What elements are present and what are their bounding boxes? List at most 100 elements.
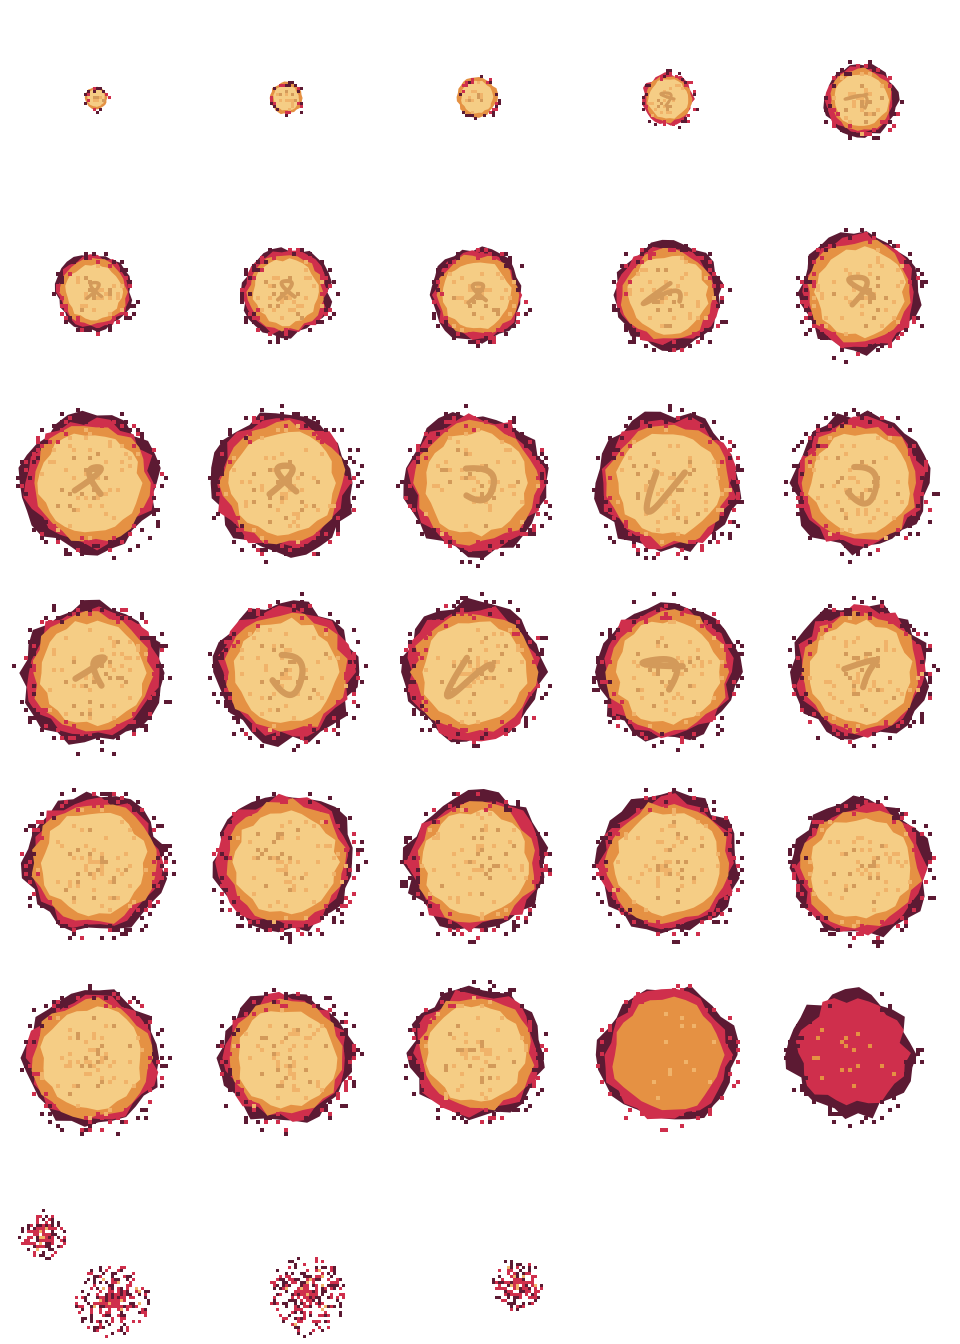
edge-pixel (232, 900, 236, 904)
explosion-frame-9 (612, 239, 732, 352)
edge-pixel (516, 916, 520, 920)
edge-pixel (924, 852, 928, 856)
edge-pixel (28, 1024, 32, 1028)
edge-pixel (220, 500, 224, 504)
edge-pixel (136, 428, 140, 432)
edge-pixel (52, 608, 56, 612)
edge-pixel (504, 800, 508, 804)
edge-pixel (24, 828, 28, 832)
inner-pixel (896, 852, 900, 856)
inner-pixel (436, 836, 440, 840)
edge-pixel (664, 416, 668, 420)
inner-pixel (516, 480, 520, 484)
inner-pixel (272, 724, 276, 728)
edge-pixel (124, 932, 128, 936)
inner-pixel (68, 852, 72, 856)
inner-pixel (520, 648, 524, 652)
debris-pixel (330, 1275, 333, 1278)
edge-pixel (488, 604, 492, 608)
inner-pixel (696, 620, 700, 624)
debris-pixel (288, 1275, 291, 1278)
edge-pixel (704, 808, 708, 812)
debris-pixel (90, 1269, 93, 1272)
ember-pixel (856, 1032, 860, 1036)
edge-pixel (136, 908, 140, 912)
edge-pixel (44, 540, 48, 544)
edge-pixel (476, 248, 480, 252)
edge-pixel (448, 920, 452, 924)
edge-pixel (532, 452, 536, 456)
edge-pixel (348, 816, 352, 820)
edge-pixel (288, 248, 292, 252)
inner-pixel (100, 1080, 104, 1084)
debris-pixel (96, 1302, 99, 1305)
edge-pixel (804, 432, 808, 436)
edge-pixel (476, 256, 480, 260)
edge-pixel (792, 676, 796, 680)
edge-pixel (832, 108, 836, 112)
edge-pixel (140, 528, 144, 532)
inner-pixel (668, 620, 672, 624)
inner-pixel (104, 492, 108, 496)
debris-pixel (105, 1305, 108, 1308)
inner-pixel (84, 468, 88, 472)
edge-pixel (28, 488, 32, 492)
edge-pixel (660, 244, 664, 248)
edge-pixel (908, 716, 912, 720)
inner-pixel (468, 876, 472, 880)
inner-pixel (120, 460, 124, 464)
debris-pixel (336, 1299, 339, 1302)
edge-pixel (280, 548, 284, 552)
inner-pixel (480, 892, 484, 896)
edge-pixel (32, 832, 36, 836)
edge-pixel (612, 516, 616, 520)
debris-pixel (339, 1302, 342, 1305)
inner-pixel (476, 296, 480, 300)
edge-pixel (608, 436, 612, 440)
inner-pixel (108, 636, 112, 640)
inner-pixel (900, 280, 904, 284)
inner-pixel (656, 640, 660, 644)
edge-pixel (136, 1000, 140, 1004)
edge-pixel (740, 880, 744, 884)
debris-pixel (39, 1242, 42, 1245)
inner-pixel (304, 1036, 308, 1040)
inner-pixel (468, 284, 472, 288)
edge-pixel (632, 264, 636, 268)
inner-pixel (651, 114, 654, 117)
inner-pixel (240, 672, 244, 676)
inner-pixel (96, 452, 100, 456)
edge-pixel (400, 480, 404, 484)
debris-pixel (111, 1281, 114, 1284)
edge-pixel (228, 636, 232, 640)
inner-pixel (316, 480, 320, 484)
edge-pixel (148, 536, 152, 540)
inner-pixel (477, 96, 480, 99)
edge-pixel (640, 616, 644, 620)
edge-pixel (456, 332, 460, 336)
inner-pixel (672, 316, 676, 320)
edge-pixel (524, 720, 528, 724)
inner-pixel (860, 848, 864, 852)
edge-pixel (528, 440, 532, 444)
edge-pixel (348, 1076, 352, 1080)
inner-pixel (72, 448, 76, 452)
inner-pixel (636, 492, 640, 496)
edge-pixel (472, 740, 476, 744)
inner-pixel (296, 860, 300, 864)
inner-pixel (716, 852, 720, 856)
edge-pixel (812, 324, 816, 328)
edge-pixel (520, 1100, 524, 1104)
edge-pixel (471, 78, 474, 81)
edge-pixel (416, 892, 420, 896)
edge-pixel (820, 244, 824, 248)
edge-pixel (124, 616, 128, 620)
debris-pixel (294, 1302, 297, 1305)
inner-pixel (460, 672, 464, 676)
edge-pixel (872, 732, 876, 736)
edge-pixel (284, 1128, 288, 1132)
inner-pixel (484, 660, 488, 664)
debris-pixel (99, 1266, 102, 1269)
ember-pixel (820, 1028, 824, 1032)
edge-pixel (132, 524, 136, 528)
